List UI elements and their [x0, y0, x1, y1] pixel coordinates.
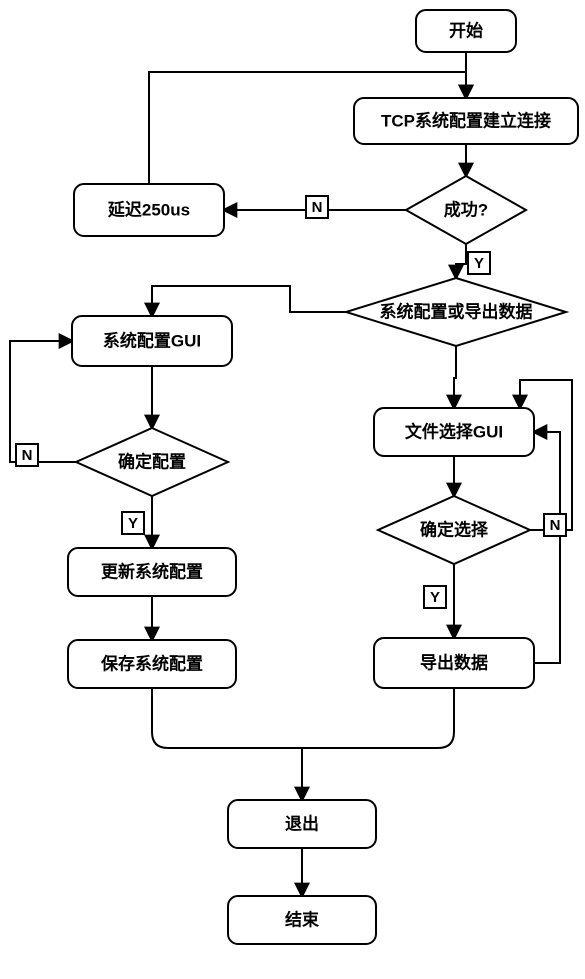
svg-text:Y: Y	[474, 255, 484, 272]
node-delay: 延迟250us	[74, 184, 224, 236]
node-cfggui: 系统配置GUI	[72, 316, 232, 366]
label-selok-n: N	[544, 514, 566, 536]
svg-text:延迟250us: 延迟250us	[107, 199, 190, 219]
svg-text:确定配置: 确定配置	[118, 451, 186, 471]
svg-text:Y: Y	[430, 589, 440, 606]
label-selok-y: Y	[424, 586, 446, 608]
node-selok: 确定选择	[378, 496, 530, 564]
svg-text:N: N	[22, 447, 33, 464]
edge-export-loop	[534, 432, 560, 663]
svg-text:确定选择: 确定选择	[420, 519, 489, 539]
edge-merge-exit	[152, 688, 454, 800]
svg-text:TCP系统配置建立连接: TCP系统配置建立连接	[381, 110, 551, 130]
edge-cfgorexport-filegui	[454, 346, 456, 408]
svg-text:系统配置或导出数据: 系统配置或导出数据	[380, 301, 533, 321]
label-success-y: Y	[468, 252, 490, 274]
svg-text:保存系统配置: 保存系统配置	[100, 653, 203, 673]
svg-text:结束: 结束	[285, 909, 319, 929]
edge-cfgorexport-cfggui	[152, 286, 346, 316]
svg-text:系统配置GUI: 系统配置GUI	[103, 330, 201, 350]
node-success: 成功?	[406, 176, 526, 244]
svg-text:退出: 退出	[285, 813, 319, 833]
svg-text:成功?: 成功?	[444, 199, 488, 219]
node-cfgorexport: 系统配置或导出数据	[346, 278, 566, 346]
svg-text:N: N	[312, 199, 323, 216]
svg-text:更新系统配置: 更新系统配置	[101, 561, 203, 581]
node-export: 导出数据	[374, 638, 534, 688]
node-save: 保存系统配置	[68, 640, 236, 688]
node-filegui: 文件选择GUI	[374, 408, 534, 456]
node-end: 结束	[228, 896, 376, 944]
edge-success-cfgorexport	[456, 244, 466, 278]
svg-text:Y: Y	[128, 515, 138, 532]
svg-text:开始: 开始	[449, 20, 483, 40]
svg-text:N: N	[550, 517, 561, 534]
node-tcp: TCP系统配置建立连接	[354, 98, 578, 144]
svg-text:文件选择GUI: 文件选择GUI	[405, 421, 503, 441]
node-update: 更新系统配置	[68, 548, 236, 596]
node-exit: 退出	[228, 800, 376, 848]
svg-text:导出数据: 导出数据	[420, 652, 488, 672]
label-success-n: N	[306, 196, 328, 218]
label-cfgok-y: Y	[122, 512, 144, 534]
node-start: 开始	[416, 10, 516, 52]
label-cfgok-n: N	[16, 444, 38, 466]
node-cfgok: 确定配置	[76, 428, 228, 496]
